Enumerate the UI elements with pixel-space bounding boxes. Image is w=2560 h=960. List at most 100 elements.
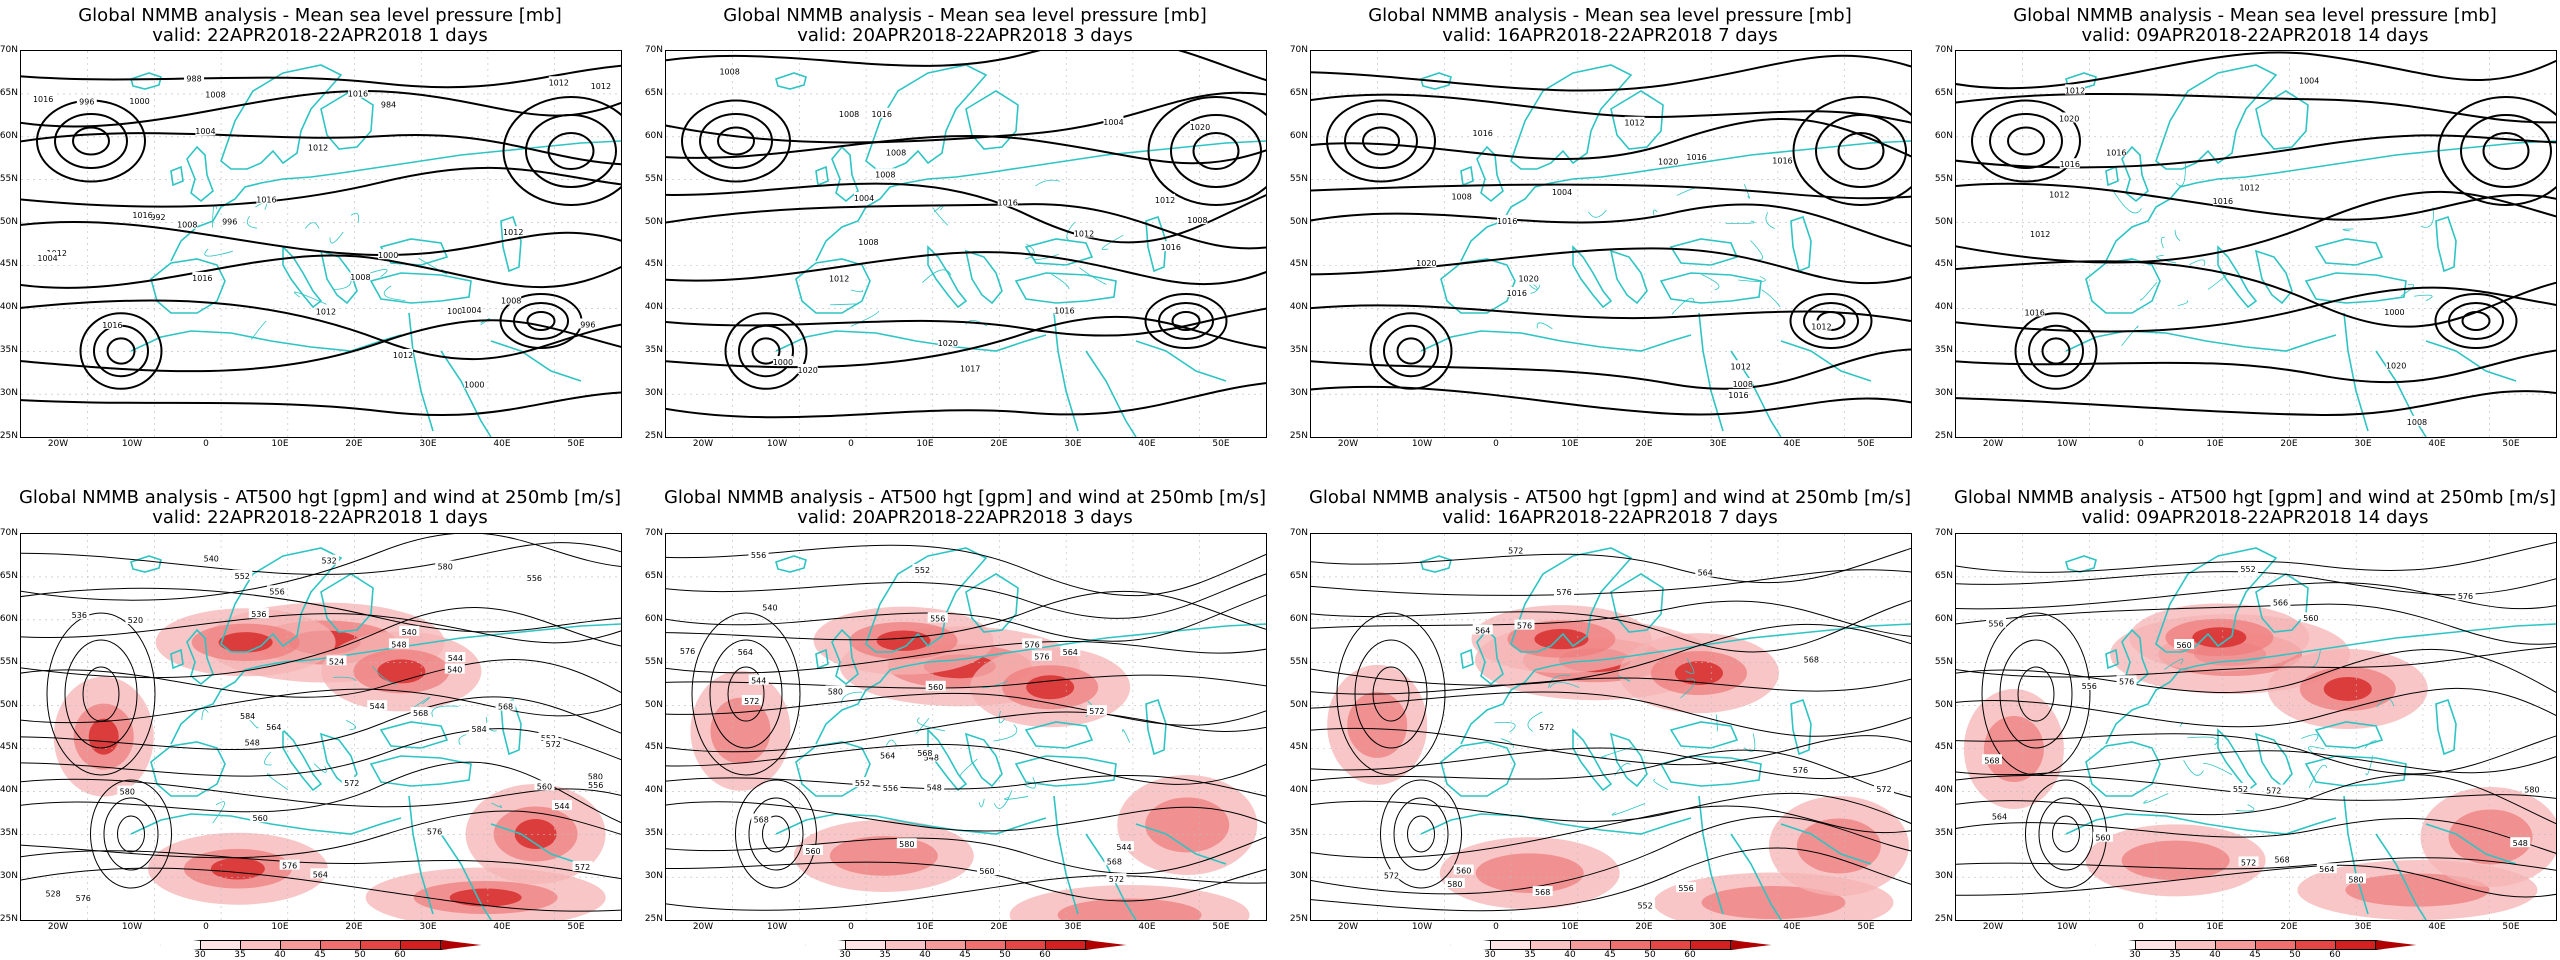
lon-label: 30E: [419, 439, 437, 449]
closed-isoline: [2007, 126, 2045, 156]
colorbar-tick-label: 40: [274, 950, 286, 960]
coastline: [2217, 728, 2258, 792]
coastline: [2254, 732, 2293, 788]
contour-label: 1016: [998, 199, 1018, 208]
coastline: [1609, 249, 1648, 305]
coastline: [2314, 721, 2384, 749]
country-border: [993, 790, 1013, 809]
lat-label: 70N: [1289, 45, 1308, 55]
closed-isoline: [2017, 666, 2055, 722]
contour-label-bg: [445, 651, 466, 662]
lat-label: 70N: [644, 45, 663, 55]
isoline: [1311, 247, 1911, 285]
country-border: [1761, 289, 1781, 308]
isoline: [21, 867, 621, 912]
country-border: [850, 310, 880, 327]
wind-colorbar: 30 35 40 45 50 60: [2095, 940, 2416, 960]
contour-label-bg: [388, 638, 409, 649]
contour-label: 552: [1637, 901, 1652, 910]
lat-label: 40N: [1934, 785, 1953, 796]
coastline: [1420, 813, 1692, 835]
closed-isoline: [79, 312, 163, 390]
contour-label: 556: [2082, 682, 2097, 691]
contour-label-bg: [184, 72, 205, 83]
isoline: [1311, 54, 1911, 92]
contour-label: 544: [370, 702, 385, 711]
contour-label-bg: [147, 210, 168, 221]
lat-label: 60N: [1934, 613, 1953, 624]
lon-label: 20E: [990, 922, 1008, 932]
lat-label: 70N: [1289, 528, 1308, 538]
coastline: [130, 555, 162, 573]
contour-label-bg: [772, 355, 793, 366]
panel-title-line2: valid: 20APR2018-22APR2018 3 days: [797, 507, 1133, 528]
isoline: [1311, 569, 1911, 596]
contour-label-bg: [1989, 810, 2010, 821]
coastline: [1420, 72, 1452, 90]
panel-title-line1: Global NMMB analysis - AT500 hgt [gpm] a…: [1953, 487, 2557, 508]
contour-label-bg: [854, 192, 875, 203]
contour-label: 1016: [1497, 217, 1517, 226]
coastline: [1085, 350, 1137, 437]
closed-isoline: [1803, 302, 1859, 340]
closed-isoline: [1147, 96, 1266, 206]
contour-label: 568: [754, 815, 769, 824]
country-border: [266, 773, 289, 791]
colorbar-tick-label: 45: [2249, 950, 2261, 960]
contour-label: 1016: [872, 110, 892, 119]
wind-area-max: [1026, 675, 1075, 700]
coastline: [1790, 215, 1812, 273]
contour-label: 1016: [2106, 148, 2126, 157]
country-border: [916, 717, 946, 732]
colorbar-tick-label: 50: [1644, 950, 1656, 960]
contour-label-bg: [1073, 227, 1094, 238]
contour-label: 1020: [1190, 123, 1210, 132]
panel-title-line1: Global NMMB analysis - AT500 hgt [gpm] a…: [663, 487, 1267, 508]
coastline: [440, 833, 492, 920]
country-border: [1614, 763, 1631, 776]
contour-label-bg: [2239, 181, 2260, 192]
contour-label: 1000: [129, 97, 149, 106]
contour-label: 1016: [348, 90, 368, 99]
country-border: [2143, 793, 2169, 804]
colorbar-segment: [360, 940, 401, 950]
country-border: [2308, 764, 2328, 789]
contour-label-bg: [435, 560, 456, 571]
contour-label-bg: [2116, 675, 2137, 686]
closed-isoline: [748, 797, 804, 871]
contour-label: 1016: [2213, 197, 2233, 206]
contour-label-bg: [2079, 679, 2100, 690]
lat-label: 35N: [644, 828, 663, 839]
contour-label-bg: [2263, 784, 2284, 795]
contour-label-bg: [912, 563, 933, 574]
contour-label-bg: [326, 655, 347, 666]
contour-label-bg: [1554, 586, 1575, 597]
country-border: [2413, 294, 2433, 302]
isoline: [666, 573, 1266, 619]
panel-title-line1: Global NMMB analysis - Mean sea level pr…: [1368, 5, 1852, 26]
closed-isoline: [735, 779, 817, 889]
contour-label: 568: [1804, 656, 1819, 665]
contour-label-bg: [924, 781, 945, 792]
contour-label-bg: [2270, 596, 2291, 607]
contour-label: 1012: [2239, 183, 2259, 192]
country-border: [304, 222, 320, 229]
colorbar-segment: [2335, 940, 2376, 950]
coastline: [1659, 272, 1762, 304]
country-border: [2202, 762, 2233, 776]
map-canvas: 548 552 556 560 564 566 552 556 560 564 568 572 576 5…: [1956, 534, 2556, 920]
isoline: [21, 166, 621, 208]
coastline: [2105, 623, 2556, 745]
wind-area-core: [1475, 853, 1584, 893]
contour-label-bg: [2212, 195, 2233, 206]
isoline: [666, 875, 1266, 911]
contour-label-bg: [719, 65, 740, 76]
lon-label: 30E: [1064, 439, 1082, 449]
country-border: [1025, 243, 1035, 260]
coastline: [130, 72, 162, 90]
contour-label-bg: [914, 747, 935, 758]
wind-area-core: [1145, 797, 1230, 853]
lat-label: 40N: [1289, 302, 1308, 313]
lat-label: 40N: [644, 785, 663, 796]
colorbar-tick-label: 50: [2289, 950, 2301, 960]
